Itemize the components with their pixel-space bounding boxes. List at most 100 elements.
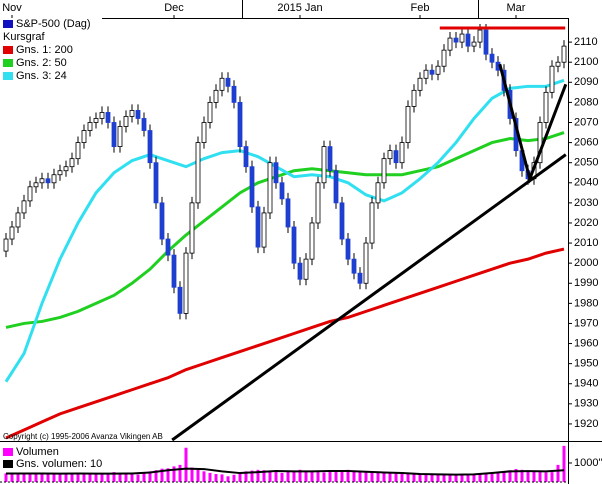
volume-bar xyxy=(526,471,530,482)
y-tick-label: 2100 xyxy=(574,56,598,68)
volume-bar xyxy=(268,471,272,482)
candle-body xyxy=(81,130,87,143)
candle-body xyxy=(459,33,465,43)
candle-body xyxy=(333,170,339,204)
volume-bar xyxy=(460,475,464,482)
volume-bar xyxy=(100,474,104,482)
candle-body xyxy=(273,162,279,184)
candle-body xyxy=(45,178,51,184)
candle-body xyxy=(225,77,231,87)
candle-body xyxy=(291,226,297,264)
volume-bar xyxy=(316,472,320,482)
candle-body xyxy=(429,69,435,75)
y-tick-label: 2060 xyxy=(574,136,598,148)
candle-body xyxy=(561,45,567,63)
volume-bar xyxy=(400,472,404,482)
volume-bar xyxy=(202,471,206,482)
volume-bar xyxy=(298,469,302,482)
candle-body xyxy=(63,166,69,172)
volume-bar xyxy=(286,471,290,482)
volume-bar xyxy=(292,470,296,482)
chart-subtitle: Kursgraf xyxy=(3,31,46,43)
candle-body xyxy=(69,158,75,168)
volume-bar xyxy=(388,473,392,482)
volume-bar xyxy=(52,473,56,482)
y-tick-label: 1980 xyxy=(574,297,598,309)
candle-body xyxy=(261,212,267,248)
volume-bar xyxy=(514,469,518,482)
candle-body xyxy=(375,182,381,204)
candle-body xyxy=(123,116,129,127)
candle-body xyxy=(117,126,123,148)
candle-body xyxy=(417,77,423,91)
volume-bar xyxy=(40,473,44,482)
volume-bar xyxy=(28,473,32,482)
volume-bar xyxy=(322,472,326,482)
candle-body xyxy=(363,242,369,284)
x-tick-label: Dec xyxy=(164,2,184,14)
moving-average-line xyxy=(5,131,565,329)
candle-body xyxy=(3,238,9,252)
candle-body xyxy=(441,49,447,67)
legend-swatch xyxy=(3,460,13,468)
candle-body xyxy=(321,146,327,184)
x-tick-label: Feb xyxy=(411,2,430,14)
moving-average-line xyxy=(5,247,565,440)
candle-body xyxy=(75,142,81,160)
volume-bar xyxy=(46,474,50,482)
candle-body xyxy=(231,85,237,103)
candle-body xyxy=(21,200,27,214)
candle-body xyxy=(93,118,99,123)
candle-body xyxy=(399,142,405,164)
y-tick-label: 2040 xyxy=(574,177,598,189)
volume-bar xyxy=(244,471,248,482)
volume-panel xyxy=(0,445,568,483)
y-tick-label: 2000 xyxy=(574,257,598,269)
candle-body xyxy=(447,37,453,51)
candle-body xyxy=(279,182,285,200)
candle-body xyxy=(285,198,291,228)
candle-body xyxy=(57,170,63,176)
volume-bar xyxy=(118,472,122,482)
candle-body xyxy=(267,162,273,214)
y-tick-label: 1920 xyxy=(574,418,598,430)
candle-body xyxy=(213,89,219,103)
chart-title: S&P-500 (Dag) xyxy=(16,18,91,30)
candle-body xyxy=(315,182,321,224)
volume-bar xyxy=(484,473,488,482)
y-tick-label: 2020 xyxy=(574,217,598,229)
trend-line xyxy=(498,63,568,184)
legend-label: Gns. 3: 24 xyxy=(16,70,67,82)
volume-bar xyxy=(490,472,494,482)
volume-bar xyxy=(406,472,410,482)
legend-label: Gns. 1: 200 xyxy=(16,44,73,56)
trend-line xyxy=(171,153,567,441)
y-tick-label: 2070 xyxy=(574,116,598,128)
volume-bar xyxy=(538,472,542,482)
candle-body xyxy=(555,61,561,67)
y-tick-label: 2010 xyxy=(574,237,598,249)
volume-bar xyxy=(346,469,350,482)
volume-bar xyxy=(178,464,182,482)
candle-body xyxy=(327,146,333,172)
candle-body xyxy=(111,122,117,148)
volume-bar xyxy=(22,473,26,482)
candle-body xyxy=(243,146,249,168)
volume-bar xyxy=(136,474,140,482)
volume-bar xyxy=(220,474,224,482)
volume-bar xyxy=(190,467,194,482)
legend-label: Gns. 2: 50 xyxy=(16,57,67,69)
legend-label: Gns. volumen: 10 xyxy=(16,458,102,470)
volume-average-line xyxy=(6,467,565,476)
volume-bar xyxy=(250,470,254,482)
y-tick-label: 1950 xyxy=(574,358,598,370)
volume-bar xyxy=(340,470,344,482)
y-tick-label: 1940 xyxy=(574,378,598,390)
candle-body xyxy=(309,222,315,260)
candle-body xyxy=(345,238,351,260)
volume-bar xyxy=(280,472,284,482)
volume-bar xyxy=(256,469,260,482)
candle-body xyxy=(207,101,213,123)
volume-bar xyxy=(478,474,482,482)
